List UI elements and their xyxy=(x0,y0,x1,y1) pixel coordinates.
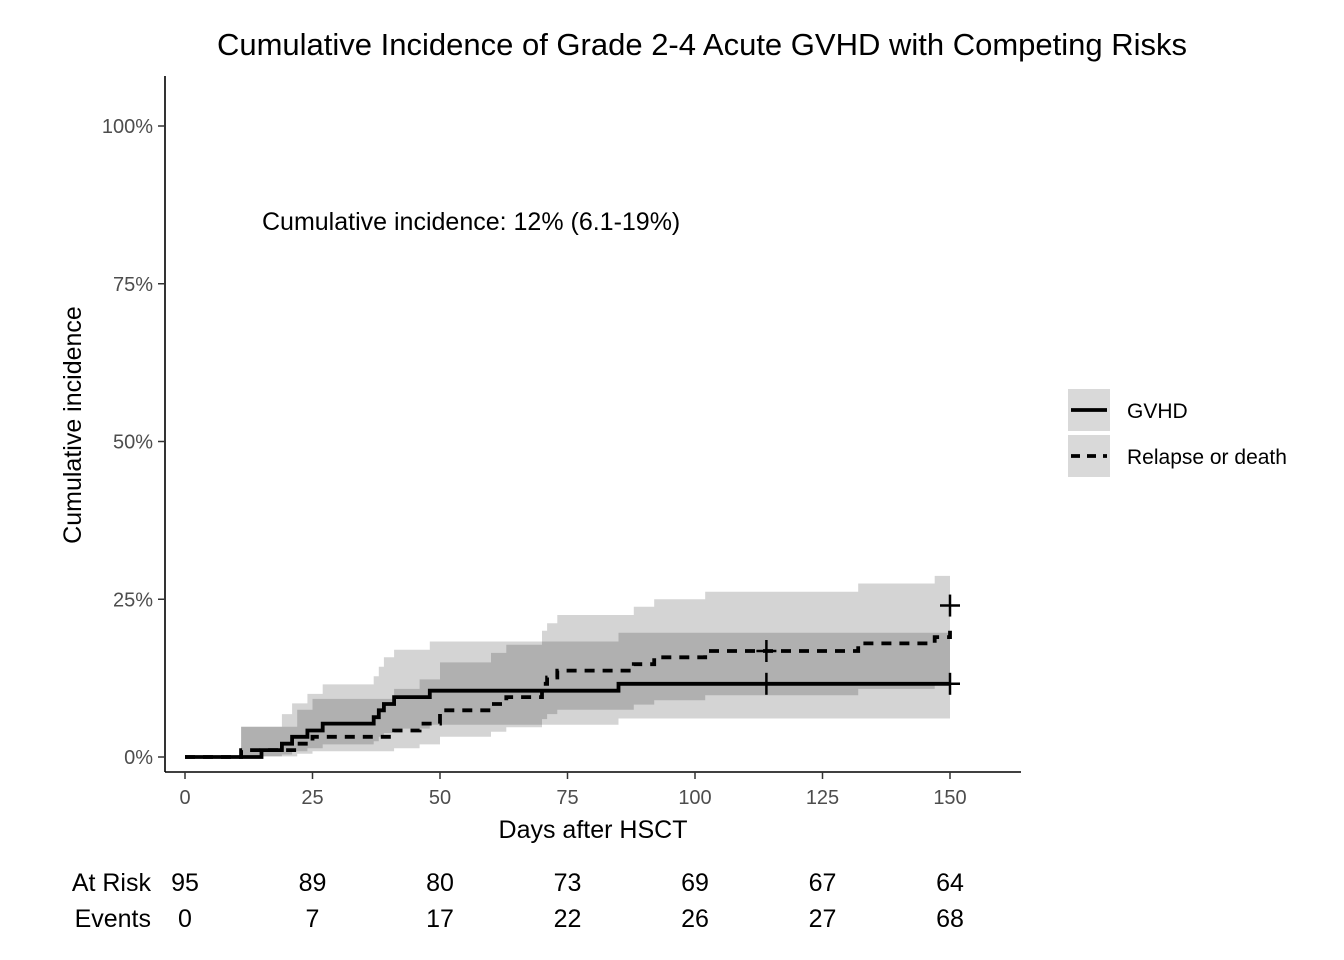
risk-value: 95 xyxy=(171,869,199,897)
series-line-relapse-death xyxy=(185,630,952,759)
x-tick-label: 150 xyxy=(933,787,966,809)
risk-row-label: At Risk xyxy=(72,869,152,897)
ci-band-relapse-death xyxy=(185,570,950,757)
chart-title: Cumulative Incidence of Grade 2-4 Acute … xyxy=(217,27,1187,62)
risk-value: 26 xyxy=(681,905,709,933)
ci-band-gvhd xyxy=(185,632,950,757)
risk-value: 73 xyxy=(554,869,582,897)
legend-label: Relapse or death xyxy=(1127,446,1287,469)
x-axis-label: Days after HSCT xyxy=(499,816,688,844)
censor-mark xyxy=(940,672,960,695)
legend-label: GVHD xyxy=(1127,400,1188,423)
y-tick-label: 25% xyxy=(113,589,153,611)
risk-value: 67 xyxy=(809,869,837,897)
y-tick-label: 100% xyxy=(102,116,153,138)
x-tick-label: 50 xyxy=(429,787,451,809)
x-tick-label: 100 xyxy=(678,787,711,809)
y-axis-label: Cumulative incidence xyxy=(59,306,87,544)
series-lines xyxy=(185,630,952,759)
risk-value: 69 xyxy=(681,869,709,897)
risk-row-label: Events xyxy=(75,905,151,933)
series-line-gvhd xyxy=(185,681,950,759)
risk-value: 0 xyxy=(178,905,192,933)
cumulative-incidence-annotation: Cumulative incidence: 12% (6.1-19%) xyxy=(262,208,680,236)
risk-value: 22 xyxy=(554,905,582,933)
censor-mark xyxy=(756,639,777,662)
risk-value: 64 xyxy=(936,869,964,897)
risk-value: 7 xyxy=(306,905,320,933)
ci-bands xyxy=(185,570,950,757)
x-tick-label: 125 xyxy=(806,787,839,809)
axes: 0 25 50 75 100 125 150 0% 25% 50% 75% 100% xyxy=(102,76,1021,809)
y-tick-label: 50% xyxy=(113,432,153,454)
x-tick-label: 75 xyxy=(556,787,578,809)
risk-value: 27 xyxy=(809,905,837,933)
legend: GVHD Relapse or death xyxy=(1068,389,1287,477)
risk-table: At Risk 95 89 80 73 69 67 64 Events 0 7 17 22 26 27 68 xyxy=(72,869,964,933)
risk-value: 80 xyxy=(426,869,454,897)
risk-value: 68 xyxy=(936,905,964,933)
risk-value: 89 xyxy=(299,869,327,897)
risk-value: 17 xyxy=(426,905,454,933)
y-tick-label: 75% xyxy=(113,274,153,296)
x-tick-label: 0 xyxy=(179,787,190,809)
censor-mark xyxy=(940,594,960,617)
x-tick-label: 25 xyxy=(301,787,323,809)
censor-mark xyxy=(756,672,777,695)
y-tick-label: 0% xyxy=(124,747,153,769)
censor-marks xyxy=(756,594,960,695)
